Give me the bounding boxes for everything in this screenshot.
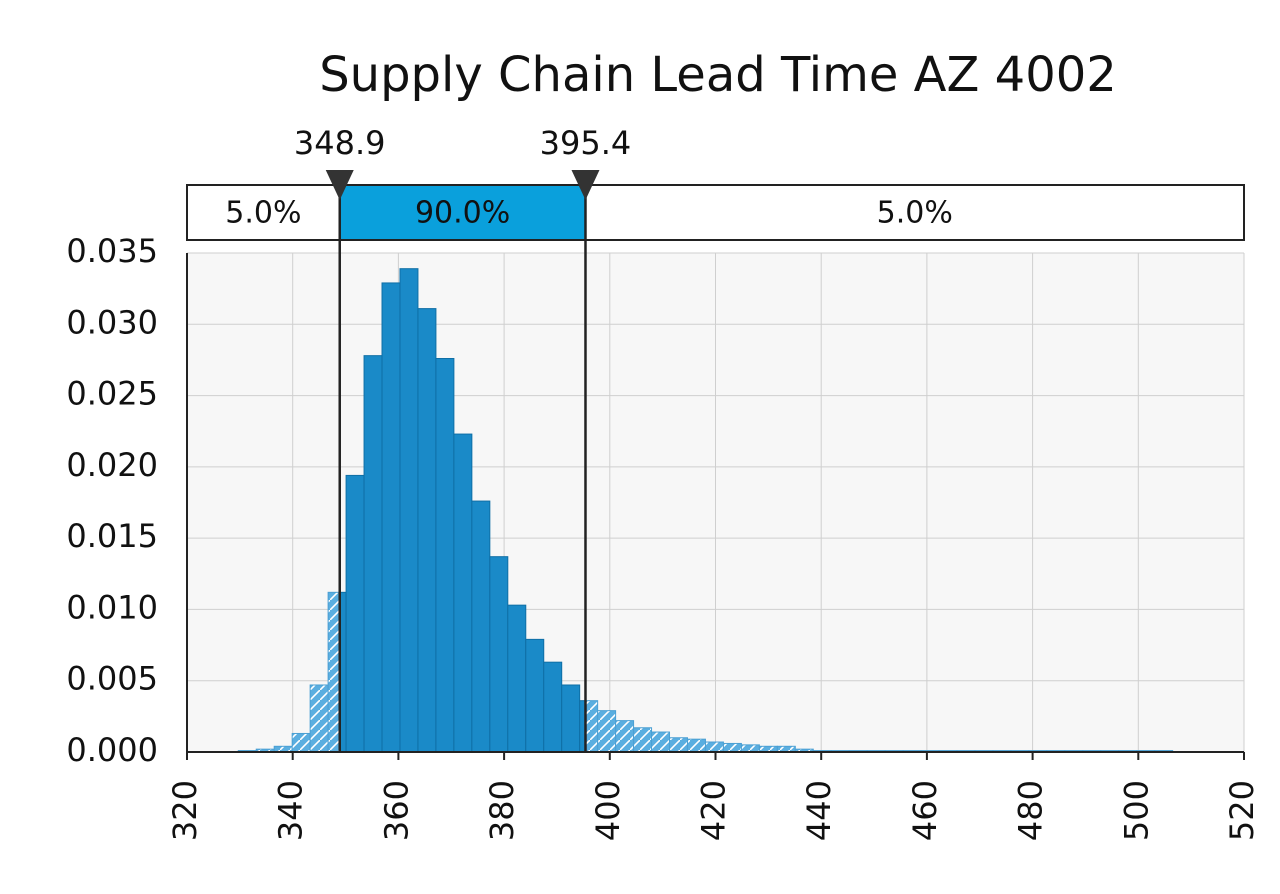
x-tick-label: 460 — [906, 780, 944, 841]
x-tick-label: 380 — [483, 780, 521, 841]
delimiter-marker — [325, 170, 354, 200]
band-label: 5.0% — [225, 196, 301, 231]
x-tick-label: 340 — [272, 780, 310, 841]
bar — [740, 744, 760, 753]
x-tick-label: 480 — [1012, 780, 1050, 841]
y-tick-label: 0.010 — [66, 588, 158, 626]
bar — [615, 720, 635, 753]
bar — [381, 282, 401, 753]
bar — [291, 732, 311, 753]
x-tick-label: 360 — [377, 780, 415, 841]
bar — [417, 308, 437, 753]
bar — [561, 684, 581, 753]
x-tick-label: 400 — [589, 780, 627, 841]
x-tick-label: 500 — [1117, 780, 1155, 841]
bar — [669, 737, 688, 753]
x-tick-label: 320 — [166, 780, 204, 841]
y-tick-label: 0.020 — [66, 446, 158, 484]
y-tick-label: 0.015 — [66, 517, 158, 555]
x-tick-label: 440 — [800, 780, 838, 841]
bar — [471, 500, 491, 753]
bar — [327, 591, 341, 753]
bar — [722, 742, 742, 753]
bar — [489, 556, 509, 753]
band-left — [186, 184, 341, 241]
bar — [597, 710, 617, 753]
delimiter-value: 395.4 — [540, 124, 632, 162]
bar — [584, 700, 599, 753]
chart-title: Supply Chain Lead Time AZ 4002 — [319, 47, 1117, 103]
bar — [363, 355, 383, 753]
delimiter-value: 348.9 — [294, 124, 386, 162]
bar — [633, 727, 653, 753]
bar — [435, 358, 455, 753]
y-tick-label: 0.035 — [66, 232, 158, 270]
delimiter-marker — [571, 170, 600, 200]
bar — [399, 268, 419, 753]
bar — [507, 604, 527, 753]
bar — [651, 731, 671, 753]
bar — [704, 741, 724, 753]
y-tick-label: 0.025 — [66, 375, 158, 413]
bar — [543, 661, 563, 753]
bar — [345, 474, 365, 753]
x-tick-label: 420 — [695, 780, 733, 841]
x-tick-label: 520 — [1223, 780, 1261, 841]
band-label: 90.0% — [415, 196, 510, 231]
band-label: 5.0% — [877, 196, 953, 231]
y-tick-label: 0.030 — [66, 303, 158, 341]
bar — [686, 738, 706, 753]
y-tick-label: 0.005 — [66, 660, 158, 698]
bar — [525, 638, 545, 753]
bar — [309, 684, 329, 753]
band-middle — [338, 184, 587, 241]
y-tick-label: 0.000 — [66, 731, 158, 769]
bar — [453, 433, 473, 753]
